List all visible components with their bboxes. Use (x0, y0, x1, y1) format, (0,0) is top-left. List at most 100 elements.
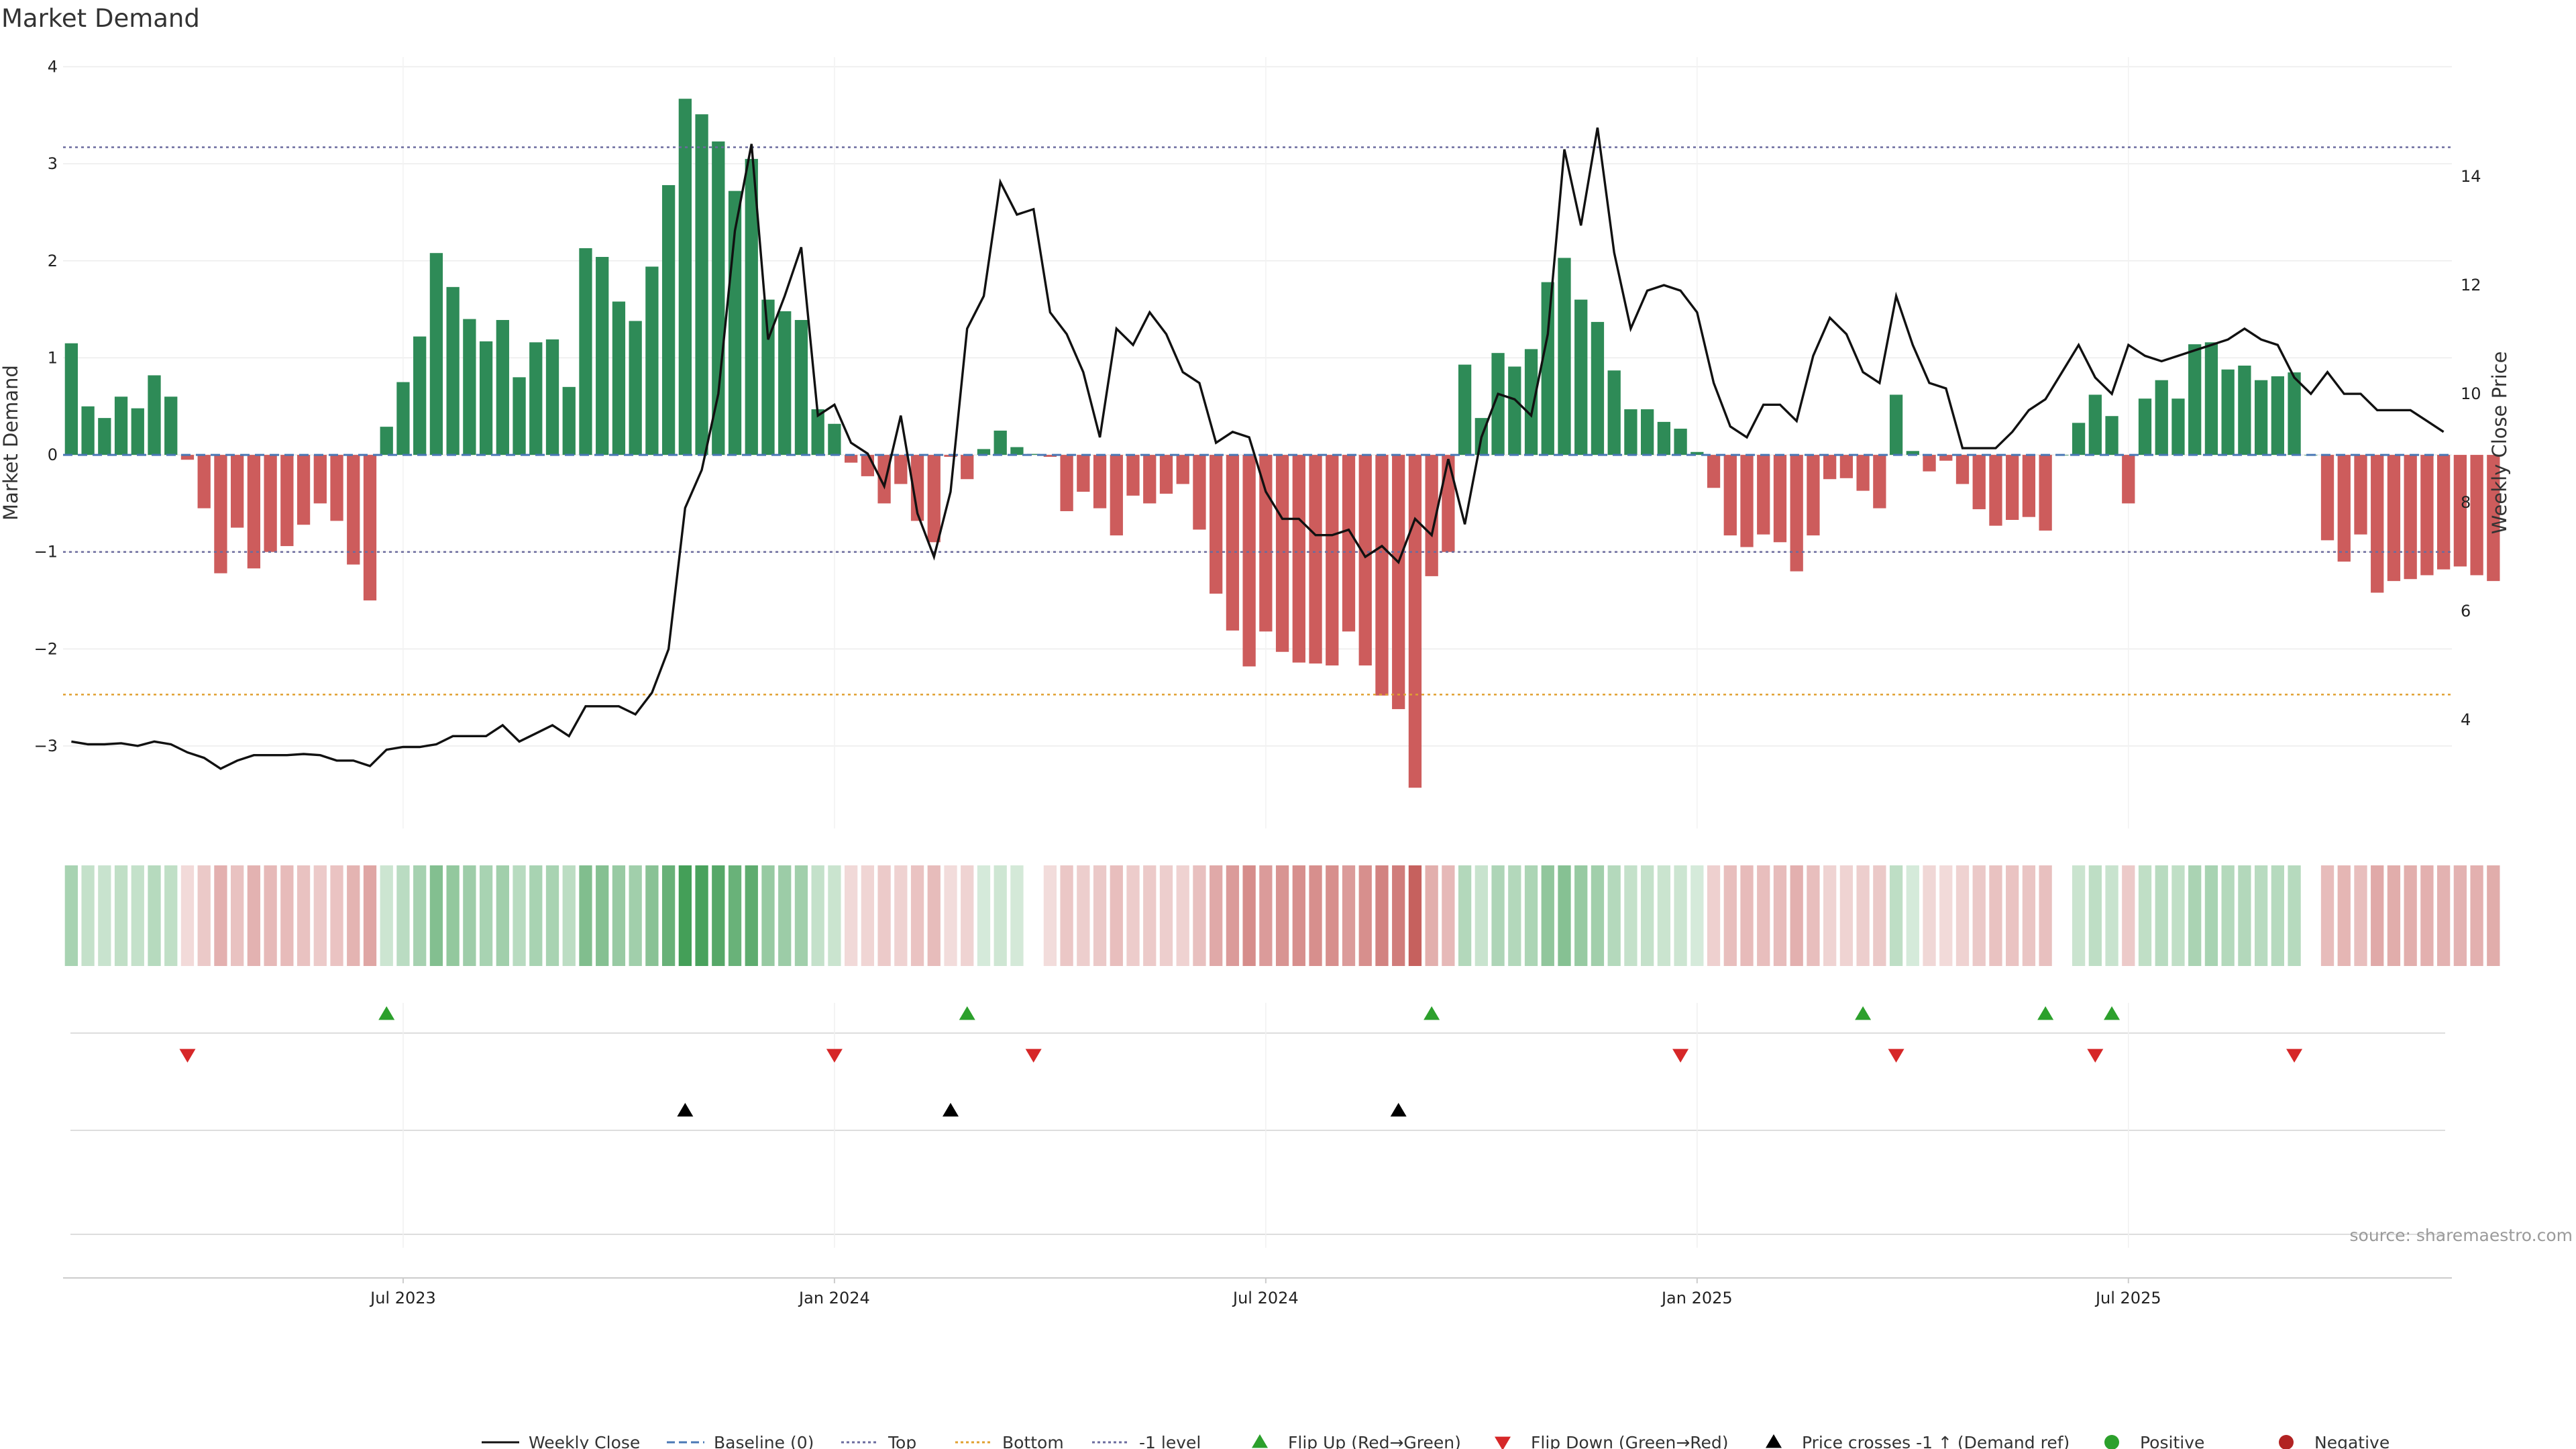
demand-bar (661, 184, 676, 455)
demand-bar (363, 455, 377, 601)
heat-cell (148, 865, 161, 966)
heat-cell (2453, 865, 2467, 966)
left-axis-title: Market Demand (0, 365, 22, 521)
legend-label: Bottom (1002, 1433, 1064, 1449)
heat-cell (131, 865, 144, 966)
demand-bar (1939, 455, 1953, 461)
flip-down-marker (2286, 1049, 2303, 1063)
heat-cell (1707, 865, 1721, 966)
heat-cell (413, 865, 427, 966)
y2-tick-label: 10 (2461, 384, 2481, 403)
heat-cell (1823, 865, 1837, 966)
heat-cell (961, 865, 974, 966)
heat-cell (1923, 865, 1936, 966)
heat-cell (1939, 865, 1953, 966)
heat-cell (2088, 865, 2102, 966)
heat-cell (562, 865, 576, 966)
demand-bar (1491, 353, 1505, 455)
heat-cell (429, 865, 443, 966)
heat-cell (712, 865, 725, 966)
heat-cell (2288, 865, 2301, 966)
heat-cell (1807, 865, 1820, 966)
heat-cell (513, 865, 526, 966)
heat-cell (944, 865, 957, 966)
heat-cell (1790, 865, 1803, 966)
demand-bar (1558, 258, 1571, 455)
heat-cell (1358, 865, 1372, 966)
heat-cell (1408, 865, 1422, 966)
heat-cell (1574, 865, 1588, 966)
heat-cell (994, 865, 1007, 966)
legend-label: Baseline (0) (714, 1433, 814, 1449)
heat-cell (1126, 865, 1140, 966)
heat-cell (2404, 865, 2417, 966)
x-tick-label: Jul 2024 (1232, 1289, 1299, 1307)
demand-bar (1823, 455, 1837, 480)
demand-bar (131, 408, 144, 455)
heat-cell (1077, 865, 1090, 966)
demand-bar (2404, 455, 2417, 580)
heat-cell (1491, 865, 1505, 966)
heat-cell (214, 865, 227, 966)
demand-bar (2088, 394, 2102, 455)
flip-down-marker (179, 1049, 196, 1063)
y2-tick-label: 14 (2461, 167, 2481, 186)
demand-bar (1093, 455, 1107, 508)
demand-bar (1807, 455, 1820, 536)
demand-bar (1176, 455, 1189, 484)
heat-cell (529, 865, 543, 966)
heat-cell (1474, 865, 1488, 966)
demand-bar (861, 455, 875, 476)
heat-cell (2271, 865, 2284, 966)
demand-bar (2487, 455, 2500, 582)
heat-cell (1093, 865, 1107, 966)
demand-bar (1955, 455, 1970, 484)
heat-cell (347, 865, 360, 966)
demand-bar (1226, 455, 1240, 631)
demand-bar (2204, 342, 2218, 455)
heat-cell (1773, 865, 1787, 966)
heat-cell (2420, 865, 2434, 966)
demand-bar (761, 299, 775, 455)
demand-bar (2138, 398, 2152, 455)
demand-bar (1027, 453, 1040, 455)
demand-bar (927, 455, 941, 543)
demand-bar (148, 375, 161, 455)
demand-bars (64, 99, 2500, 788)
legend-label: Flip Down (Green→Red) (1531, 1433, 1729, 1449)
heat-cell (1640, 865, 1654, 966)
heat-cell (2022, 865, 2036, 966)
demand-bar (380, 427, 393, 455)
flip-down-marker (1672, 1049, 1689, 1063)
demand-bar (1458, 364, 1472, 455)
demand-bar (1442, 455, 1455, 552)
heat-cell (98, 865, 111, 966)
heat-cell (2371, 865, 2384, 966)
heat-cell (1275, 865, 1289, 966)
demand-bar (2320, 455, 2334, 541)
demand-bar (2006, 455, 2019, 520)
heat-cell (380, 865, 393, 966)
heat-cell (2039, 865, 2052, 966)
demand-bar (413, 336, 427, 455)
heat-cell (545, 865, 559, 966)
demand-bar (1524, 349, 1538, 455)
price-cross-markers (677, 1103, 1407, 1117)
demand-bar (1574, 299, 1588, 455)
heat-cell (2470, 865, 2483, 966)
demand-heat-strip (64, 865, 2500, 966)
demand-bar (529, 342, 543, 455)
heat-cell (2354, 865, 2367, 966)
flip-down-markers (179, 1049, 2303, 1063)
heat-cell (778, 865, 792, 966)
heat-cell (2105, 865, 2118, 966)
demand-bar (2122, 455, 2135, 504)
demand-bar (2354, 455, 2367, 535)
left-axis-ticks: −3 −2 −1 0 1 2 3 4 (34, 57, 58, 755)
heat-cell (330, 865, 343, 966)
flip-up-marker (2104, 1006, 2121, 1020)
heat-cell (2254, 865, 2268, 966)
heat-cell (446, 865, 460, 966)
heat-cell (828, 865, 841, 966)
heat-cell (728, 865, 742, 966)
